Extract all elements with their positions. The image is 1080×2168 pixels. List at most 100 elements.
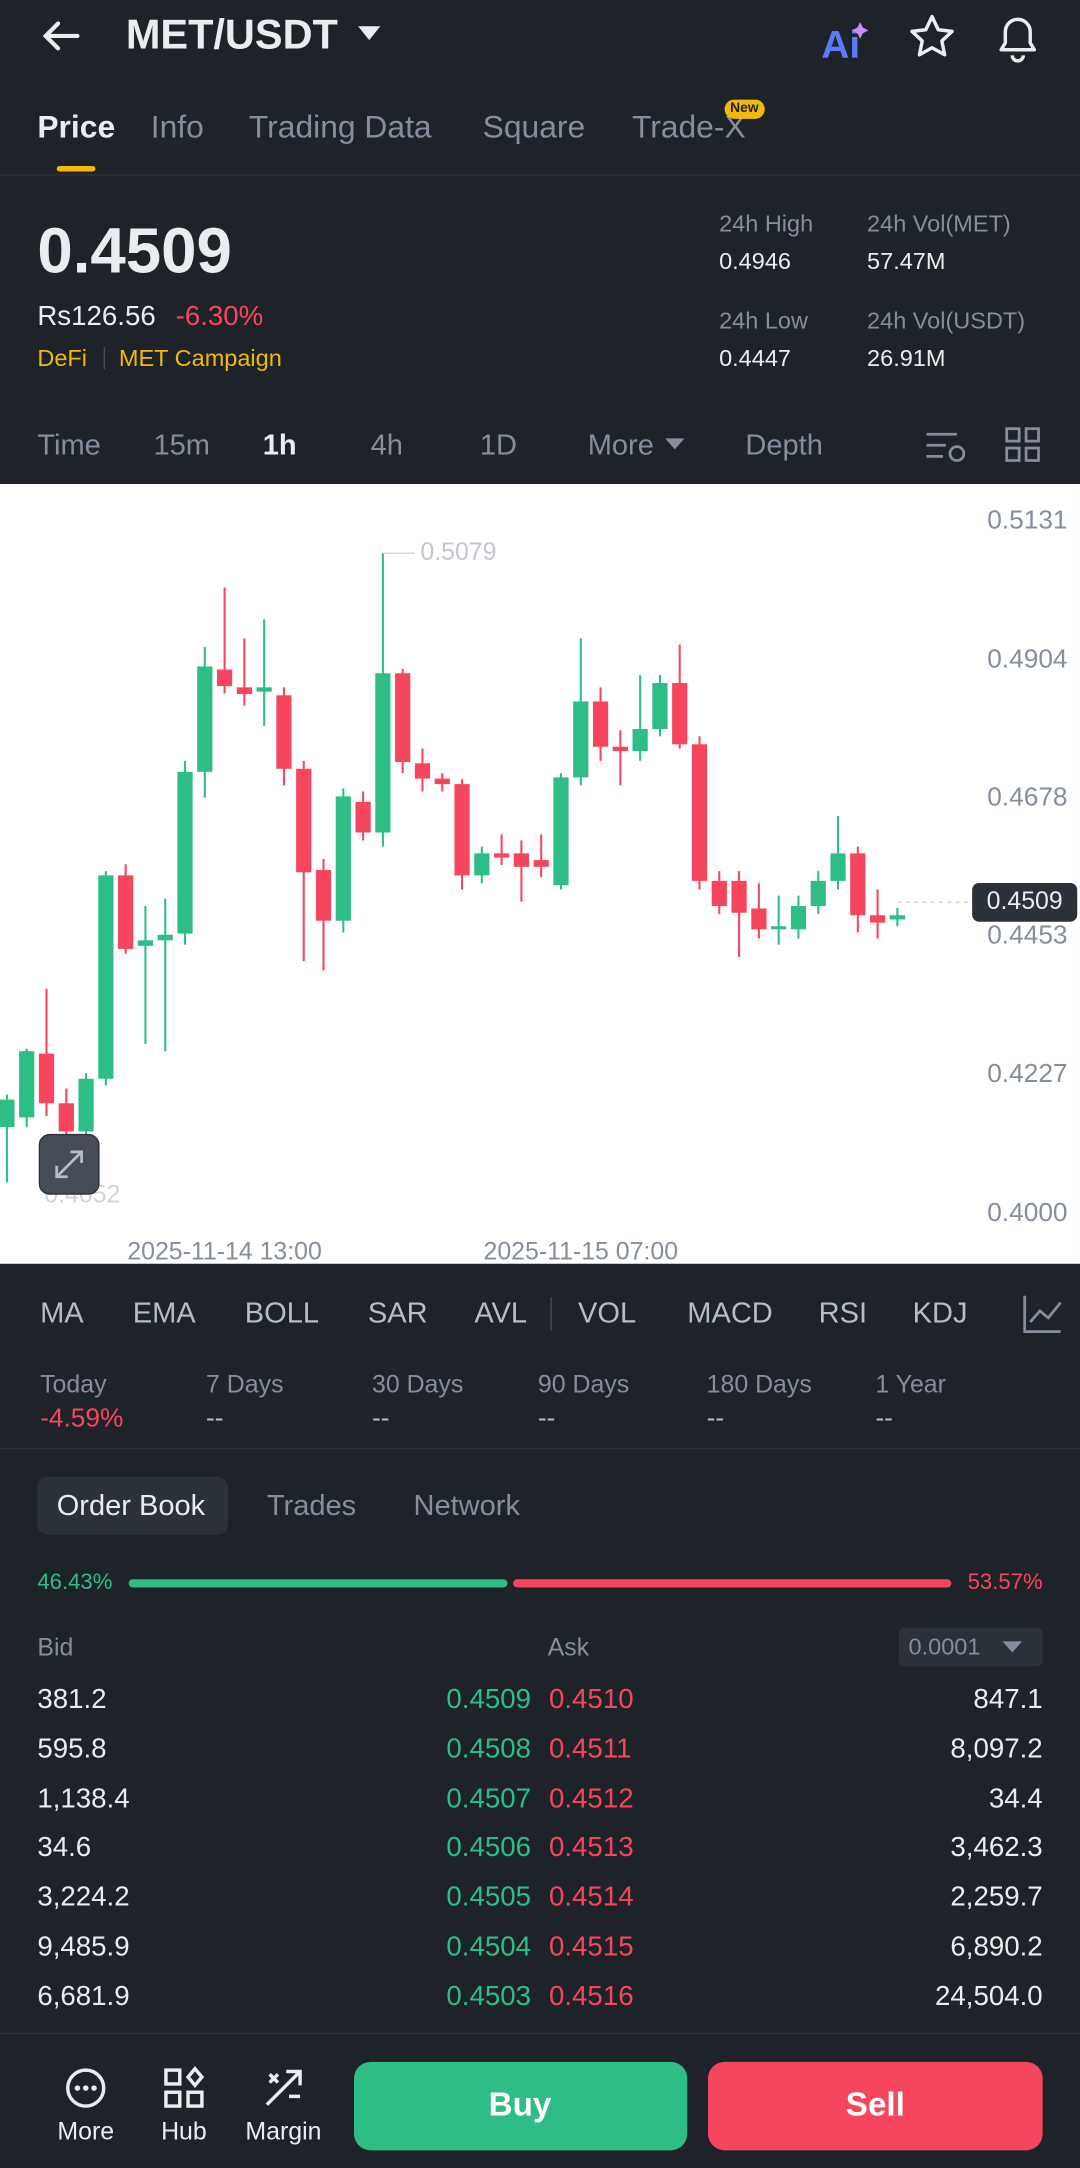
nav-label[interactable]: More	[57, 2117, 115, 2145]
candle-body	[19, 1051, 35, 1118]
ask-quantity: 8,097.2	[950, 1733, 1043, 1765]
interval-option[interactable]: 4h	[370, 429, 403, 462]
more-icon[interactable]	[64, 2066, 108, 2110]
interval-option[interactable]: 1D	[479, 429, 517, 462]
last-price: 0.4509	[37, 214, 232, 287]
performance-value: --	[537, 1404, 556, 1434]
indicator-option[interactable]: BOLL	[244, 1297, 320, 1330]
stat-label: 24h High	[719, 210, 814, 238]
indicator-option[interactable]: SAR	[367, 1297, 428, 1330]
interval-option[interactable]: Depth	[745, 429, 823, 462]
bid-header: Bid	[37, 1633, 74, 1661]
tab[interactable]: Square	[482, 108, 586, 145]
candle-body	[276, 695, 292, 769]
tab[interactable]: Trading Data	[248, 108, 432, 145]
candle-body	[553, 777, 569, 886]
sell-label[interactable]: Sell	[845, 2086, 905, 2125]
price-change: -6.30%	[175, 301, 264, 332]
candle-body	[691, 744, 708, 881]
tab[interactable]: Info	[150, 108, 204, 145]
bid-price: 0.4509	[446, 1684, 532, 1715]
candle-body	[592, 701, 609, 747]
interval-option[interactable]: Time	[37, 429, 101, 462]
ask-price: 0.4514	[548, 1882, 634, 1913]
bid-price: 0.4504	[446, 1931, 532, 1963]
bid-quantity: 3,224.2	[37, 1882, 130, 1913]
candle-body	[98, 875, 114, 1079]
hub-icon[interactable]	[162, 2066, 206, 2110]
interval-option[interactable]: 1h	[262, 429, 297, 462]
notification-icon[interactable]	[993, 11, 1043, 64]
performance-value: --	[371, 1404, 390, 1434]
candle-body	[335, 796, 351, 921]
bid-price: 0.4505	[446, 1882, 532, 1913]
candle-body	[375, 673, 391, 833]
indicator-option[interactable]: EMA	[132, 1297, 196, 1330]
interval-option[interactable]: More	[587, 429, 654, 462]
precision-value: 0.0001	[908, 1633, 981, 1661]
margin-icon[interactable]	[261, 2066, 305, 2110]
order-book-tab[interactable]: Order Book	[56, 1490, 206, 1522]
y-tick-label: 0.4453	[987, 920, 1067, 950]
nav-label[interactable]: Hub	[161, 2117, 207, 2145]
indicator-settings-icon[interactable]	[1021, 1292, 1065, 1336]
ai-icon[interactable]: Ai	[819, 17, 874, 61]
buy-button[interactable]	[354, 2061, 688, 2151]
ask-price: 0.4510	[548, 1684, 634, 1715]
interval-option[interactable]: 15m	[153, 429, 210, 462]
new-badge: New	[724, 99, 765, 119]
chart-settings-icon[interactable]	[924, 426, 968, 467]
tag[interactable]: MET Campaign	[118, 345, 282, 372]
candle-body	[118, 875, 134, 949]
performance-label: 180 Days	[706, 1370, 812, 1399]
precision-select[interactable]	[898, 1627, 1043, 1667]
stat-label: 24h Vol(MET)	[867, 210, 1011, 238]
candle-body	[197, 666, 213, 772]
candle-body	[38, 1053, 55, 1104]
order-book-tab[interactable]: Network	[413, 1490, 520, 1522]
back-button[interactable]	[39, 17, 83, 56]
ask-quantity: 847.1	[973, 1684, 1043, 1715]
indicator-option[interactable]: MACD	[687, 1297, 773, 1330]
expand-button[interactable]	[38, 1133, 100, 1195]
candle-body	[850, 853, 866, 916]
candle-body	[513, 853, 530, 867]
ask-header: Ask	[547, 1633, 590, 1661]
bid-quantity: 6,681.9	[37, 1981, 130, 2012]
performance-label: 90 Days	[537, 1370, 630, 1399]
pair-dropdown[interactable]	[357, 25, 382, 42]
indicator-option[interactable]: RSI	[818, 1297, 868, 1330]
performance-value: -4.59%	[40, 1404, 124, 1434]
ask-price: 0.4512	[548, 1783, 634, 1814]
indicator-option[interactable]: AVL	[474, 1297, 528, 1330]
candlestick-chart: 0.5131 0.4904 0.4678 0.4453 0.4227 0.4000 2025…	[0, 483, 1080, 1264]
indicator-option[interactable]: MA	[40, 1297, 84, 1330]
candle-body	[632, 728, 648, 752]
candle-body	[612, 746, 628, 752]
tag[interactable]: DeFi	[37, 345, 87, 372]
sell-button[interactable]	[708, 2061, 1043, 2151]
indicator-option[interactable]: KDJ	[912, 1297, 968, 1330]
buy-label[interactable]: Buy	[488, 2086, 552, 2125]
separator	[550, 1297, 552, 1331]
nav-label[interactable]: Margin	[245, 2117, 322, 2145]
favorite-icon[interactable]	[907, 12, 957, 62]
divider	[0, 1447, 1080, 1450]
candle-body	[810, 880, 826, 907]
order-book-tab-pill[interactable]	[37, 1476, 229, 1535]
layout-icon[interactable]	[1004, 426, 1043, 465]
candle-body	[751, 908, 767, 930]
candle-body	[236, 687, 252, 695]
candle-body	[137, 940, 154, 946]
indicator-option[interactable]: VOL	[578, 1297, 637, 1330]
interval-bar	[0, 410, 1080, 484]
candle-body	[216, 669, 233, 687]
tab[interactable]: Price	[37, 108, 116, 145]
order-book-tab[interactable]: Trades	[266, 1490, 357, 1522]
ask-price: 0.4511	[548, 1733, 632, 1765]
candle-body	[771, 926, 787, 930]
candle-body	[414, 763, 431, 779]
candle-body	[474, 853, 490, 876]
pair-title[interactable]: MET/USDT	[125, 12, 338, 59]
performance-label: 7 Days	[206, 1370, 284, 1399]
